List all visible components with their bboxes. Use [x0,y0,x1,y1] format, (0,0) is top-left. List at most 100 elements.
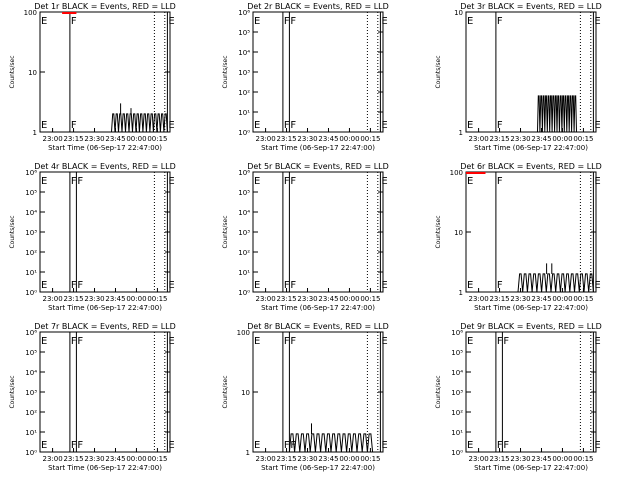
marker-e: E [467,16,473,27]
x-tick-label: 00:00 [339,455,359,463]
y-tick-label: 10⁵ [25,349,37,357]
x-tick-label: 00:00 [552,135,572,143]
plot-title: Det 8r BLACK = Events, RED = LLD [247,322,389,331]
events-trace [111,113,168,133]
plot-frame [465,331,597,453]
y-tick-label: 10⁰ [25,449,37,457]
plot-2: Det 2r BLACK = Events, RED = LLD 10⁰ 10¹ 10… [222,2,389,152]
x-tick-label: 23:00 [255,455,275,463]
x-tick-label: 23:45 [531,295,551,303]
x-tick-label: 00:15 [360,135,380,143]
x-tick-label: 00:00 [126,135,146,143]
x-tick-label: 23:15 [63,455,83,463]
marker-f: F [71,440,77,451]
y-axis-label: Counts/sec [435,55,442,88]
events-trace [288,433,374,453]
marker-f: F [284,176,290,187]
marker-e: E [381,280,387,291]
x-tick-label: 00:15 [360,455,380,463]
marker-f: F [71,16,77,27]
x-tick-label: 00:00 [126,295,146,303]
y-tick-label: 10⁵ [25,189,37,197]
marker-e: E [594,176,600,187]
y-tick-label: 10 [241,389,250,397]
y-tick-label: 10⁴ [25,369,37,377]
marker-e: E [41,176,47,187]
y-axis-label: Counts/sec [222,375,229,408]
y-tick-label: 10⁰ [25,289,37,297]
x-tick-label: 23:45 [318,455,338,463]
x-tick-label: 23:45 [105,295,125,303]
x-tick-label: 23:30 [510,135,530,143]
y-tick-label: 10 [454,229,463,237]
x-tick-label: 00:15 [573,295,593,303]
x-tick-label: 00:15 [147,295,167,303]
marker-f: F [284,120,290,131]
plot-title: Det 4r BLACK = Events, RED = LLD [34,162,176,171]
x-axis-label: Start Time (06-Sep-17 22:47:00) [474,144,588,152]
x-tick-label: 23:30 [297,135,317,143]
y-tick-label: 10² [25,409,37,417]
y-tick-label: 10³ [238,229,250,237]
marker-e: E [381,120,387,131]
x-tick-label: 23:00 [468,295,488,303]
x-axis-label: Start Time (06-Sep-17 22:47:00) [261,304,375,312]
marker-f: F [71,176,77,187]
y-tick-label: 10⁰ [238,129,250,137]
marker-e: E [467,120,473,131]
marker-e: E [168,120,174,131]
y-tick-label: 10¹ [25,269,37,277]
y-tick-label: 1 [33,129,37,137]
x-axis-label: Start Time (06-Sep-17 22:47:00) [48,464,162,472]
y-tick-label: 10⁵ [451,349,463,357]
x-axis-label: Start Time (06-Sep-17 22:47:00) [261,464,375,472]
marker-e: E [467,440,473,451]
x-tick-label: 23:15 [276,135,296,143]
marker-e: E [168,336,174,347]
x-tick-label: 23:15 [276,455,296,463]
y-tick-label: 1 [459,289,463,297]
y-tick-label: 10⁵ [238,29,250,37]
marker-e: E [467,280,473,291]
x-tick-label: 00:00 [126,455,146,463]
y-axis-label: Counts/sec [435,375,442,408]
events-trace [517,273,594,293]
plot-6: Det 6r BLACK = Events, RED = LLD 1 10 100 Co… [435,162,602,312]
plot-7: Det 7r BLACK = Events, RED = LLD 10⁰ 10¹ 10… [9,322,176,472]
x-tick-label: 23:15 [276,295,296,303]
x-tick-label: 00:15 [147,455,167,463]
x-tick-label: 23:45 [531,135,551,143]
x-tick-label: 23:30 [84,295,104,303]
x-tick-label: 23:30 [297,295,317,303]
x-tick-label: 00:15 [360,295,380,303]
plot-8: Det 8r BLACK = Events, RED = LLD 1 10 100 Co… [222,322,389,472]
x-tick-label: 23:00 [255,135,275,143]
x-tick-label: 23:00 [42,295,62,303]
x-tick-label: 23:45 [531,455,551,463]
y-tick-label: 10³ [25,389,37,397]
marker-f: F [497,440,503,451]
x-tick-label: 23:30 [84,455,104,463]
marker-e: E [168,280,174,291]
y-axis-label: Counts/sec [9,375,16,408]
marker-e: E [594,280,600,291]
y-tick-label: 10⁴ [238,49,250,57]
x-tick-label: 23:15 [63,295,83,303]
marker-f: F [71,280,77,291]
y-axis-label: Counts/sec [222,215,229,248]
y-tick-label: 10⁰ [451,449,463,457]
marker-f: F [71,120,77,131]
marker-e: E [168,176,174,187]
y-tick-label: 100 [450,169,463,177]
marker-f: F [503,440,509,451]
x-tick-label: 23:15 [489,295,509,303]
y-tick-label: 10⁰ [238,289,250,297]
marker-f: F [290,280,296,291]
x-tick-label: 00:00 [552,295,572,303]
marker-e: E [254,176,260,187]
marker-e: E [41,16,47,27]
x-tick-label: 00:00 [339,135,359,143]
y-tick-label: 10⁶ [25,169,37,177]
marker-e: E [254,336,260,347]
marker-f: F [284,280,290,291]
